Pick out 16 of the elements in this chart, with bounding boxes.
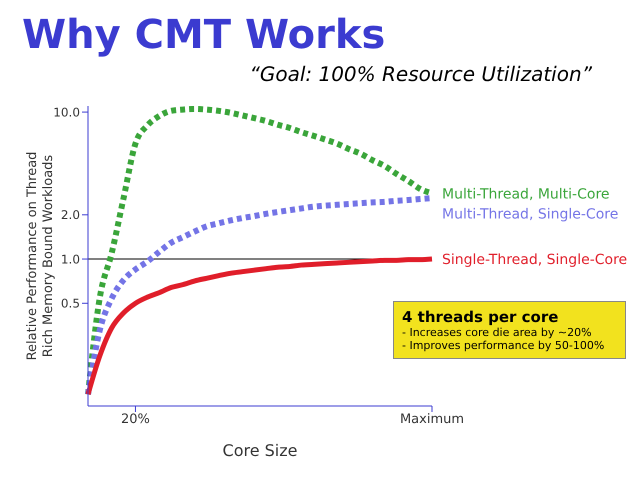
y-tick-label: 2.0 — [60, 208, 80, 222]
y-tick-label: 1.0 — [60, 252, 80, 266]
series-label: Multi-Thread, Single-Core — [442, 206, 618, 222]
x-tick-label: 20% — [120, 412, 150, 428]
x-axis-title: Core Size — [222, 441, 298, 460]
annotation: - Increases core die area by ~20% — [402, 326, 593, 339]
chart-title: Why CMT Works — [21, 11, 386, 60]
chart-subtitle: “Goal: 100% Resource Utilization” — [248, 62, 593, 86]
annotation: 4 threads per core — [402, 308, 560, 326]
x-tick-label: Maximum — [400, 412, 464, 428]
series-label: Single-Thread, Single-Core — [442, 252, 628, 268]
annotation: - Improves performance by 50-100% — [402, 339, 606, 352]
series-label: Multi-Thread, Multi-Core — [442, 186, 610, 202]
y-axis-title: Relative Performance on Thread Rich Memory Bound Workloads — [25, 152, 56, 360]
y-tick-label: 10.0 — [53, 105, 80, 120]
y-tick-label: 0.5 — [60, 296, 80, 311]
